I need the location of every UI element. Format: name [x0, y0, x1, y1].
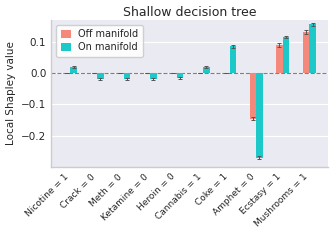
- Y-axis label: Local Shapley value: Local Shapley value: [6, 41, 16, 145]
- Legend: Off manifold, On manifold: Off manifold, On manifold: [56, 25, 143, 57]
- Bar: [97, 73, 104, 79]
- Bar: [203, 67, 210, 73]
- Bar: [249, 73, 256, 119]
- Bar: [150, 73, 157, 79]
- Bar: [230, 46, 236, 73]
- Bar: [309, 24, 316, 73]
- Bar: [256, 73, 263, 158]
- Bar: [124, 73, 130, 79]
- Title: Shallow decision tree: Shallow decision tree: [123, 6, 257, 18]
- Bar: [283, 37, 289, 73]
- Bar: [303, 32, 309, 73]
- Bar: [276, 45, 283, 73]
- Bar: [177, 73, 183, 78]
- Bar: [70, 67, 77, 73]
